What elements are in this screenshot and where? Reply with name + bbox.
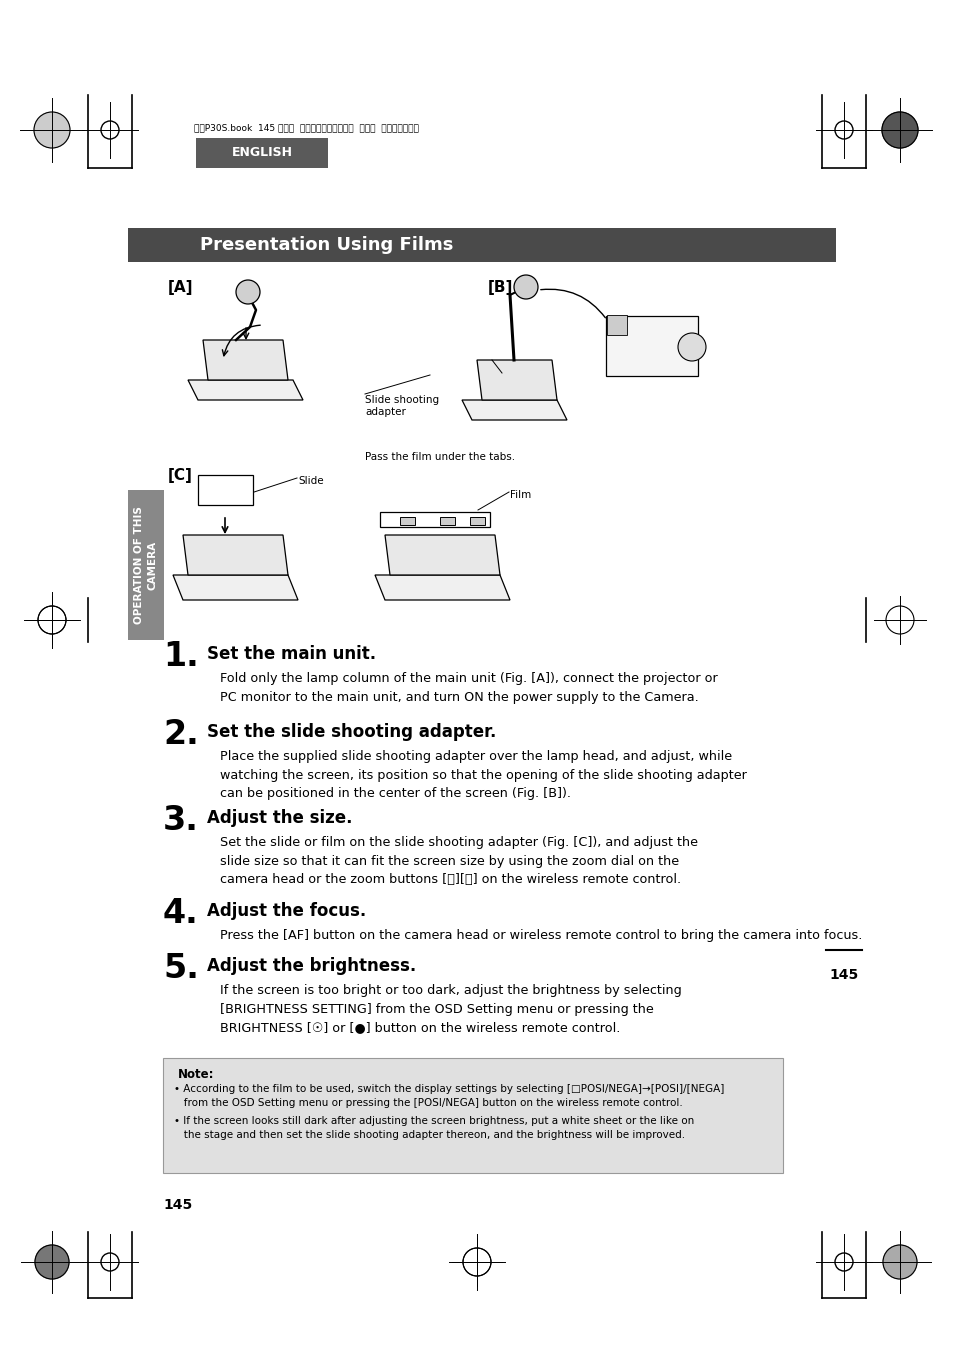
Circle shape	[34, 112, 70, 149]
Text: 2.: 2.	[163, 717, 198, 751]
Polygon shape	[188, 380, 303, 400]
Circle shape	[235, 280, 260, 304]
Circle shape	[882, 112, 917, 149]
Polygon shape	[476, 359, 557, 400]
Polygon shape	[461, 400, 566, 420]
Text: 1.: 1.	[163, 640, 198, 673]
Text: Slide shooting
adapter: Slide shooting adapter	[365, 394, 438, 417]
Polygon shape	[385, 535, 499, 576]
Text: from the OSD Setting menu or pressing the [POSI/NEGA] button on the wireless rem: from the OSD Setting menu or pressing th…	[173, 1098, 682, 1108]
Circle shape	[885, 607, 913, 634]
Circle shape	[882, 1246, 916, 1279]
Circle shape	[462, 1248, 491, 1275]
Text: 5.: 5.	[163, 952, 198, 985]
Text: Set the slide shooting adapter.: Set the slide shooting adapter.	[207, 723, 496, 740]
Circle shape	[35, 1246, 69, 1279]
Text: 145: 145	[828, 969, 858, 982]
Text: Presentation Using Films: Presentation Using Films	[200, 236, 453, 254]
Text: • According to the film to be used, switch the display settings by selecting [□P: • According to the film to be used, swit…	[173, 1084, 723, 1094]
Text: Note:: Note:	[178, 1069, 214, 1081]
Bar	[399, 517, 415, 526]
Bar	[606, 315, 626, 335]
Text: Pass the film under the tabs.: Pass the film under the tabs.	[365, 453, 515, 462]
Bar	[470, 517, 484, 526]
Text: Place the supplied slide shooting adapter over the lamp head, and adjust, while
: Place the supplied slide shooting adapte…	[220, 750, 746, 800]
Polygon shape	[203, 340, 288, 380]
Polygon shape	[375, 576, 510, 600]
Text: 3.: 3.	[163, 804, 198, 838]
Text: [B]: [B]	[488, 280, 513, 295]
Text: Film: Film	[510, 490, 531, 500]
Bar	[163, 1058, 782, 1173]
Circle shape	[834, 122, 852, 139]
Bar	[198, 476, 253, 505]
Text: 4.: 4.	[163, 897, 198, 929]
Text: Set the slide or film on the slide shooting adapter (Fig. [C]), and adjust the
s: Set the slide or film on the slide shoot…	[220, 836, 698, 886]
Bar	[128, 228, 835, 262]
Bar	[379, 512, 490, 527]
Circle shape	[101, 122, 119, 139]
Text: Press the [AF] button on the camera head or wireless remote control to bring the: Press the [AF] button on the camera head…	[220, 929, 862, 942]
Circle shape	[834, 1252, 852, 1271]
Text: 145: 145	[163, 1198, 193, 1212]
Text: ENGLISH: ENGLISH	[232, 146, 293, 159]
Text: the stage and then set the slide shooting adapter thereon, and the brightness wi: the stage and then set the slide shootin…	[173, 1129, 684, 1140]
Text: [A]: [A]	[168, 280, 193, 295]
Bar	[195, 138, 328, 168]
Circle shape	[38, 607, 66, 634]
Polygon shape	[183, 535, 288, 576]
Text: Set the main unit.: Set the main unit.	[207, 644, 375, 663]
Circle shape	[678, 332, 705, 361]
Text: OPERATION OF THIS
CAMERA: OPERATION OF THIS CAMERA	[133, 507, 158, 624]
Text: Fold only the lamp column of the main unit (Fig. [A]), connect the projector or
: Fold only the lamp column of the main un…	[220, 671, 717, 704]
Text: Slide: Slide	[297, 476, 323, 486]
Text: • If the screen looks still dark after adjusting the screen brightness, put a wh: • If the screen looks still dark after a…	[173, 1116, 694, 1125]
Bar	[128, 490, 164, 640]
Text: 書画P30S.book  145 ページ  ２００８年１月２４日  木曜日  午後６時３８分: 書画P30S.book 145 ページ ２００８年１月２４日 木曜日 午後６時３…	[193, 123, 418, 132]
FancyBboxPatch shape	[605, 316, 698, 376]
Bar	[439, 517, 455, 526]
Circle shape	[101, 1252, 119, 1271]
Text: Adjust the focus.: Adjust the focus.	[207, 902, 366, 920]
Text: If the screen is too bright or too dark, adjust the brightness by selecting
[BRI: If the screen is too bright or too dark,…	[220, 984, 681, 1034]
Text: Adjust the brightness.: Adjust the brightness.	[207, 957, 416, 975]
Text: [C]: [C]	[168, 467, 193, 484]
Polygon shape	[172, 576, 297, 600]
Text: Adjust the size.: Adjust the size.	[207, 809, 352, 827]
Circle shape	[514, 276, 537, 299]
